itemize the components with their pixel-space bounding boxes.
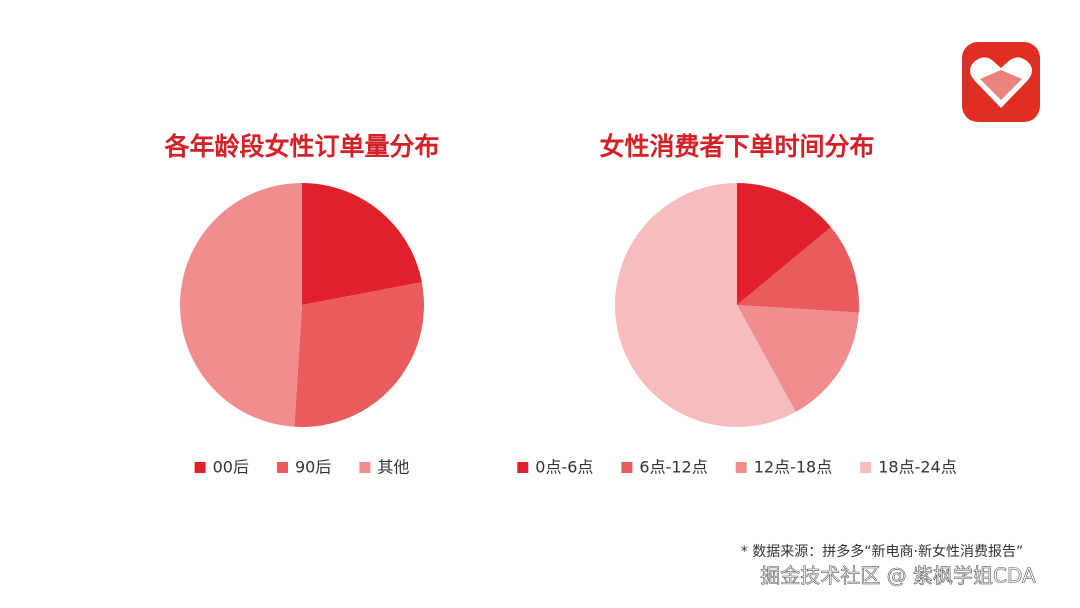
pie-slice [737,305,859,412]
legend-label: 00后 [213,458,249,477]
watermark: 掘金技术社区 @ 紫枫学姐CDA [760,564,1036,588]
pie-slice [737,183,832,305]
pie-slice [294,282,424,427]
legend-swatch [194,462,206,473]
legend-swatch [735,462,747,473]
legend-swatch [276,462,288,473]
legend-swatch [359,462,371,473]
legend-label: 0点-6点 [535,458,593,477]
legend-swatch [517,462,529,473]
legend-label: 18点-24点 [878,458,957,477]
pie-slice [180,183,302,427]
legend-swatch [621,462,633,473]
legend-label: 12点-18点 [754,458,833,477]
legend-label: 其他 [377,458,409,477]
chart-title: 各年龄段女性订单量分布 [163,132,439,161]
footnote: * 数据来源：拼多多“新电商·新女性消费报告” [741,543,1023,560]
legend-label: 90后 [295,458,331,477]
chart-title: 女性消费者下单时间分布 [599,132,874,161]
pie-slice [737,227,859,313]
pie-slice [614,183,796,427]
logo [962,42,1040,122]
legend-swatch [860,462,872,473]
pie-slice [302,183,422,305]
legend-label: 6点-12点 [639,458,707,477]
